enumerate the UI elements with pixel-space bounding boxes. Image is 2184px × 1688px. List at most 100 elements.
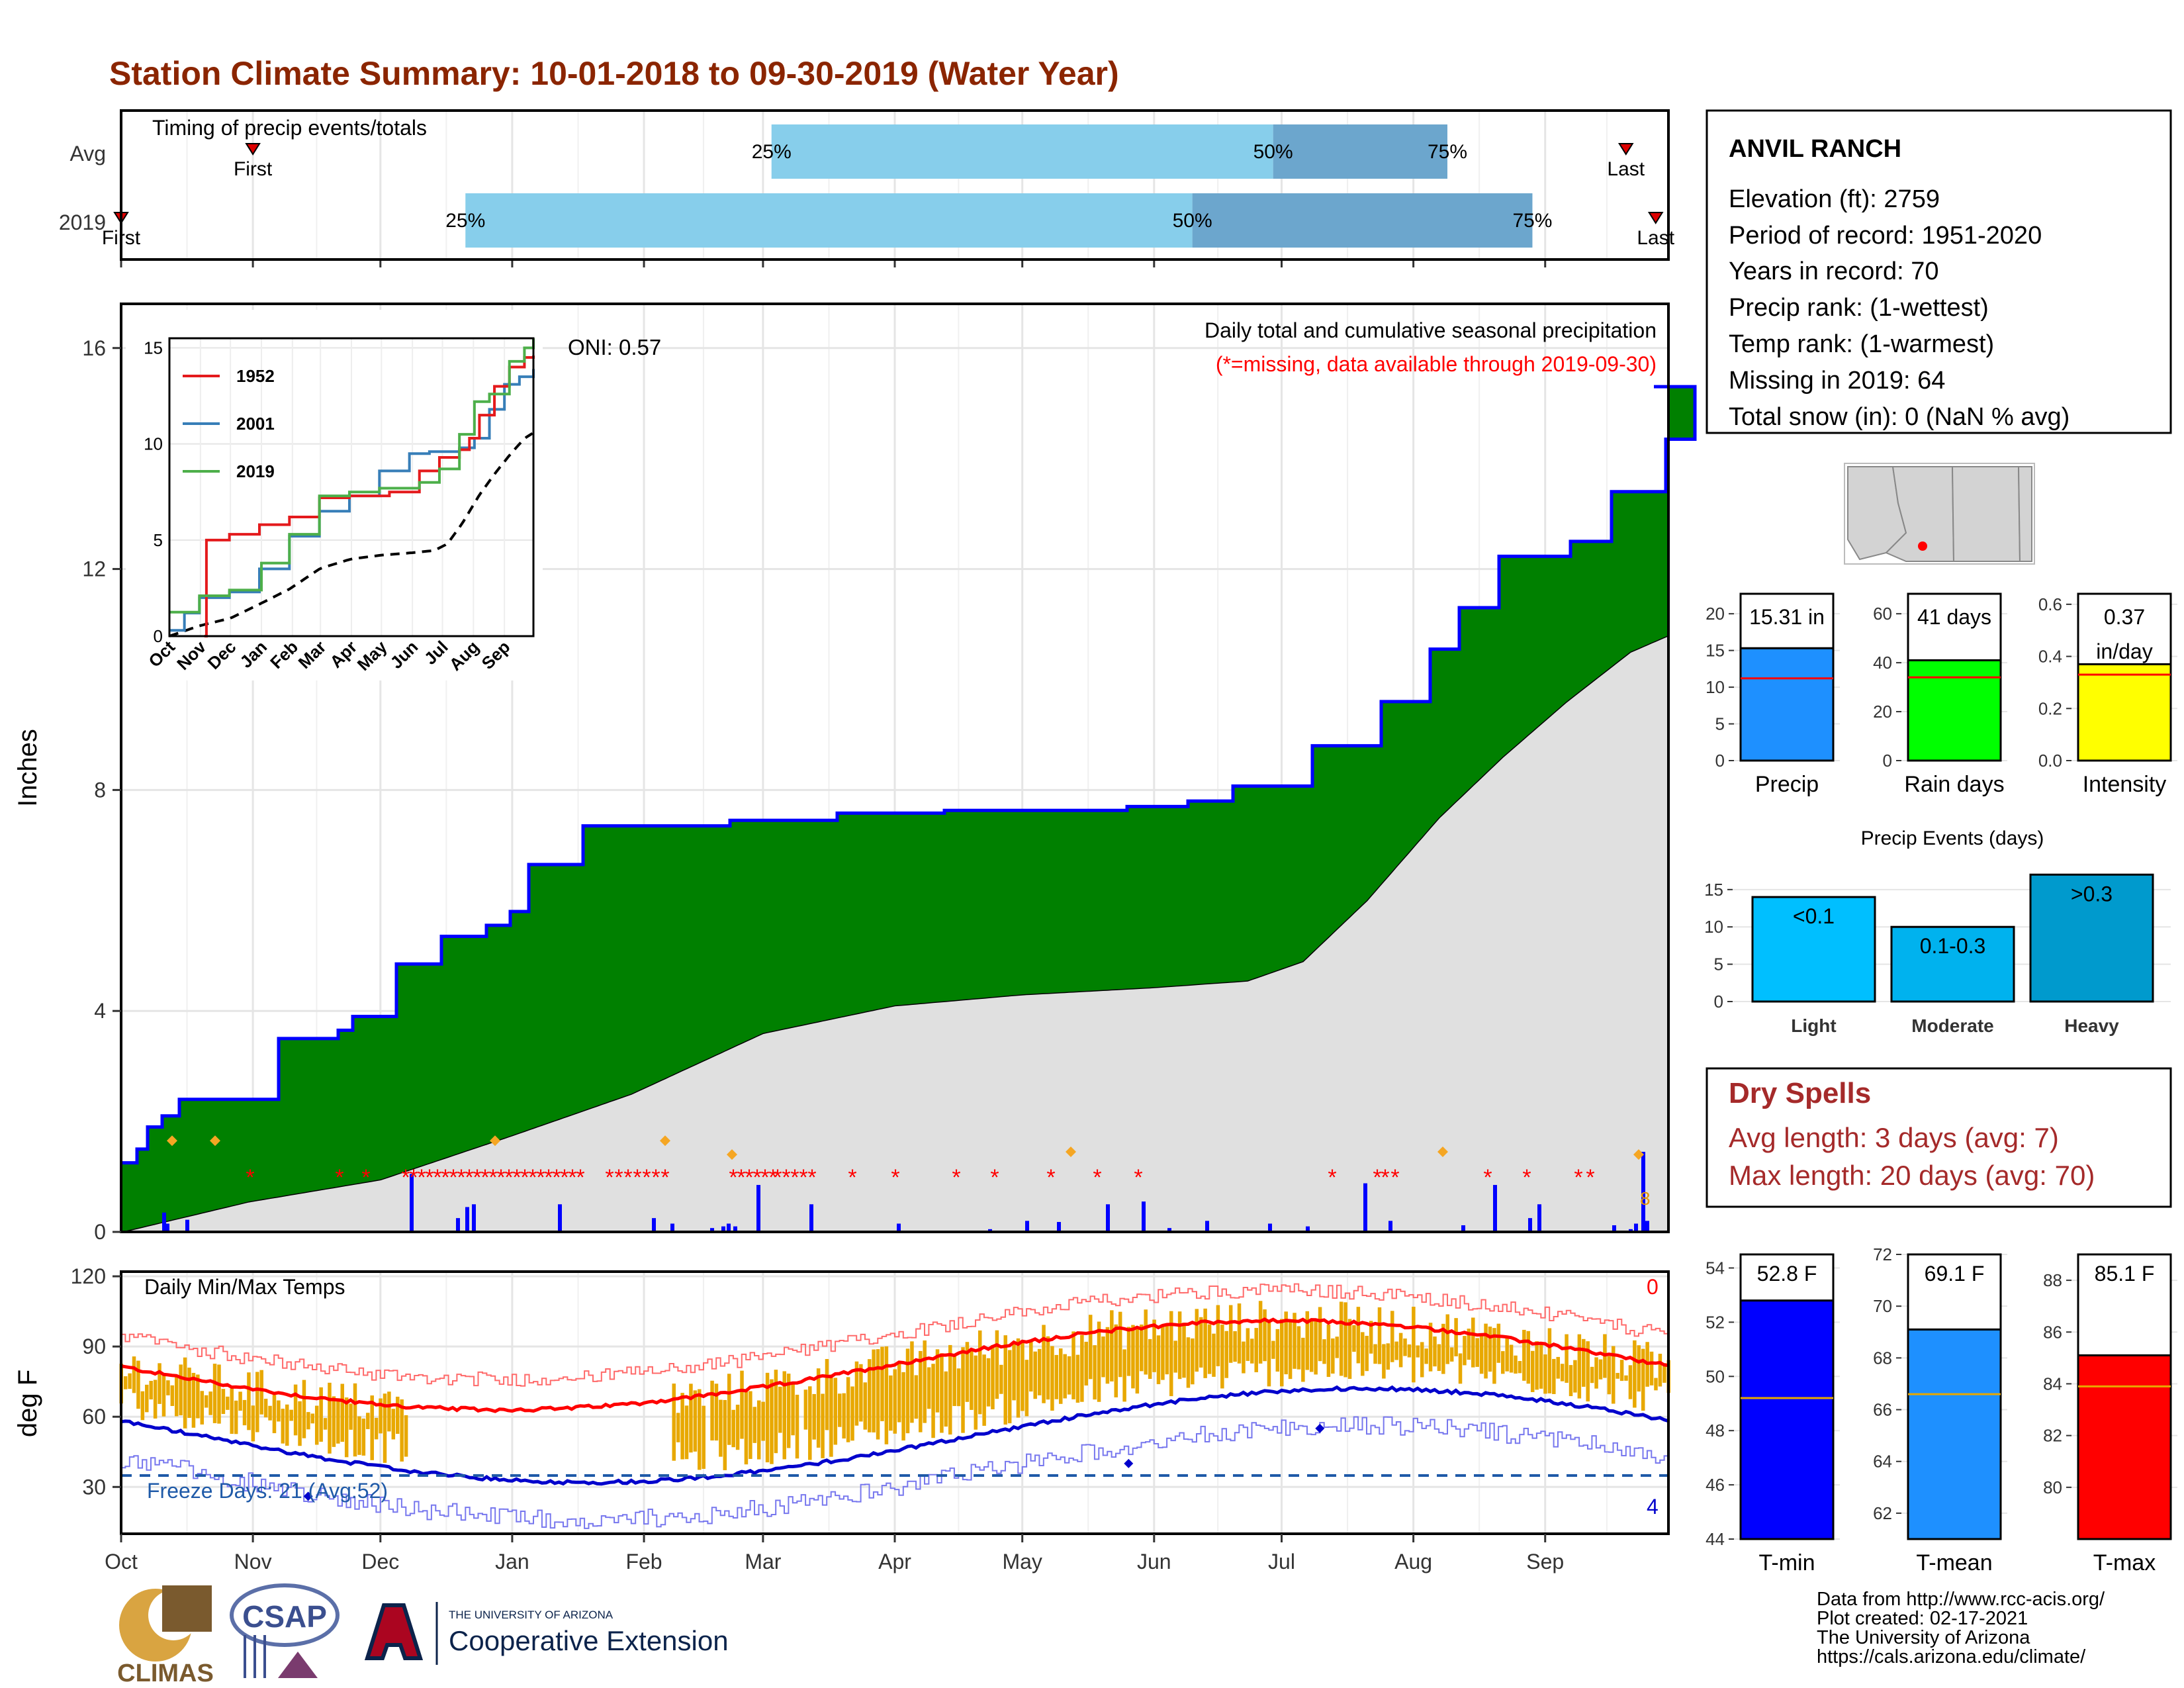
daily-temp-bar — [1016, 1338, 1021, 1418]
daily-temp-bar — [889, 1375, 893, 1431]
summary-value-box-Rain days — [1907, 592, 2002, 661]
daily-temp-bar — [1488, 1327, 1492, 1372]
missing-day-icon: * — [504, 1165, 513, 1190]
events-bar-Moderate — [1890, 925, 2015, 1003]
missing-day-icon: * — [1373, 1165, 1381, 1190]
missing-day-icon: * — [745, 1165, 753, 1190]
daily-temp-bar — [298, 1401, 302, 1446]
tsum-ytick-label-T-max: 82 — [2043, 1426, 2062, 1446]
daily-temp-bar — [387, 1391, 391, 1432]
daily-temp-bar — [323, 1418, 328, 1430]
daily-temp-bar — [1156, 1335, 1161, 1385]
daily-temp-bar — [1105, 1327, 1110, 1384]
tsum-value-T-max: 85.1 F — [2095, 1262, 2155, 1286]
daily-temp-bar — [1573, 1360, 1577, 1393]
daily-temp-bar — [136, 1360, 140, 1409]
daily-temp-bar — [361, 1418, 366, 1456]
missing-day-icon: * — [1046, 1165, 1055, 1190]
daily-temp-bar — [740, 1370, 744, 1439]
daily-temp-bar — [293, 1384, 298, 1436]
timing-title: Timing of precip events/totals — [152, 116, 427, 140]
timing-row-label-2019: 2019 — [59, 211, 106, 234]
daily-temp-bar — [970, 1348, 974, 1410]
daily-temp-bar — [791, 1383, 795, 1436]
daily-precip-bar — [1057, 1221, 1061, 1232]
daily-temp-bar — [230, 1388, 234, 1434]
inset-avg-line — [169, 432, 533, 637]
inset-series-1952 — [204, 355, 535, 637]
daily-temp-bar — [1161, 1324, 1165, 1380]
missing-day-icon: * — [520, 1165, 529, 1190]
daily-temp-bar — [145, 1384, 149, 1413]
inset-legend-label-1952: 1952 — [236, 366, 275, 386]
daily-precip-bar — [1537, 1204, 1541, 1232]
dry-spells-avg: Avg length: 3 days (avg: 7) — [1729, 1122, 2059, 1153]
record-low-count: 4 — [1647, 1495, 1659, 1519]
daily-precip-bar — [652, 1218, 656, 1232]
temp-ytick-label-1: 60 — [82, 1405, 106, 1429]
missing-day-icon: * — [552, 1165, 561, 1190]
last-marker-icon-2019 — [1647, 212, 1664, 224]
daily-precip-bar — [1528, 1218, 1532, 1232]
tsum-ytick-label-T-mean: 64 — [1873, 1452, 1892, 1472]
daily-temp-bar — [919, 1350, 923, 1432]
daily-temp-bar — [1501, 1351, 1505, 1374]
daily-temp-bar — [277, 1400, 281, 1422]
daily-temp-bar — [1169, 1311, 1173, 1397]
daily-temp-bar — [1612, 1346, 1615, 1404]
inset-ytick-label-3: 15 — [144, 338, 163, 358]
daily-temp-bar — [1331, 1338, 1335, 1374]
daily-temp-bar — [944, 1371, 948, 1427]
tsum-label-T-min: T-min — [1759, 1550, 1815, 1575]
daily-temp-bar — [344, 1397, 349, 1458]
daily-temp-bar — [689, 1383, 693, 1453]
daily-temp-bar — [1390, 1311, 1394, 1362]
tsum-value-box-T-mean — [1907, 1253, 2002, 1331]
daily-temp-bar — [770, 1379, 774, 1464]
daily-temp-bar — [1122, 1349, 1126, 1402]
daily-temp-bar — [226, 1396, 230, 1410]
timing-bar-25-50-Avg — [771, 124, 1273, 179]
station-line-years: Years in record: 70 — [1729, 258, 1939, 285]
daily-temp-bar — [940, 1353, 944, 1433]
tsum-ytick-label-T-mean: 66 — [1873, 1400, 1892, 1420]
daily-temp-bar — [680, 1393, 684, 1460]
record-day-icon — [1437, 1146, 1448, 1157]
credit-line-created: Plot created: 02-17-2021 — [1817, 1608, 2028, 1629]
timing-label-75-Avg: 75% — [1428, 141, 1467, 163]
daily-temp-bar — [179, 1364, 183, 1416]
temp-ytick-label-3: 120 — [71, 1264, 106, 1288]
temp-ytick-label-0: 30 — [82, 1475, 106, 1499]
daily-temp-bar — [833, 1378, 838, 1445]
daily-temp-bar — [1412, 1307, 1416, 1383]
missing-day-icon: * — [1586, 1165, 1594, 1190]
tsum-value-T-mean: 69.1 F — [1925, 1262, 1985, 1286]
daily-temp-bar — [1228, 1305, 1233, 1363]
daily-temp-bar — [816, 1368, 821, 1448]
record-max-line — [121, 1283, 1669, 1387]
summary-label-Intensity: Intensity — [2083, 772, 2167, 797]
daily-temp-bar — [1212, 1333, 1216, 1377]
daily-temp-bar — [217, 1364, 221, 1424]
station-location-dot — [1918, 541, 1927, 551]
record-day-icon — [167, 1135, 177, 1147]
daily-temp-bar — [1416, 1345, 1420, 1358]
daily-precip-bar — [1461, 1225, 1465, 1232]
precip-events-chart: Precip Events (days) 0 5 10 15 <0.1 Light 0.1-… — [1704, 827, 2171, 1036]
inset-frame — [168, 337, 535, 637]
station-info-box: ANVIL RANCH Elevation (ft): 2759 Period … — [1706, 109, 2172, 434]
daily-temp-bar — [1582, 1338, 1586, 1387]
tsum-ytick-label-T-min: 50 — [1706, 1366, 1725, 1386]
daily-temp-bar — [714, 1383, 719, 1441]
daily-temp-bar — [314, 1405, 319, 1445]
daily-temp-bar — [1046, 1336, 1050, 1400]
daily-temp-bar — [1075, 1354, 1080, 1403]
missing-day-icon: * — [1134, 1165, 1142, 1190]
daily-precip-bar — [1205, 1221, 1209, 1232]
daily-precip-bar — [1106, 1204, 1110, 1232]
daily-temp-bar — [995, 1330, 999, 1399]
missing-day-icon: * — [1390, 1165, 1399, 1190]
daily-temp-bar — [175, 1375, 179, 1417]
events-value-Heavy: >0.3 — [2071, 882, 2113, 906]
month-label-Feb: Feb — [625, 1550, 662, 1573]
